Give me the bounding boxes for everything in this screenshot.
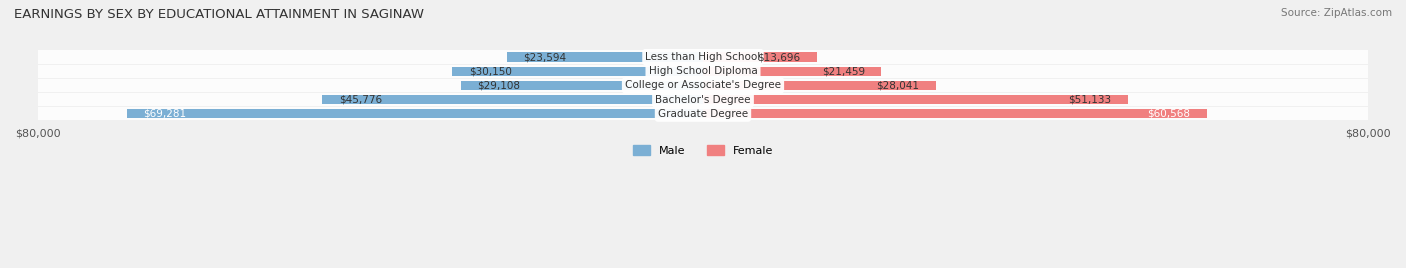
Bar (38, 50, 1368, 64)
Legend: Male, Female: Male, Female (628, 140, 778, 160)
Bar (38, 107, 1368, 120)
Bar (38, 79, 1368, 92)
Text: $13,696: $13,696 (756, 52, 800, 62)
Bar (506, 53, 703, 62)
Bar (453, 67, 703, 76)
Bar (38, 65, 1368, 78)
Text: EARNINGS BY SEX BY EDUCATIONAL ATTAINMENT IN SAGINAW: EARNINGS BY SEX BY EDUCATIONAL ATTAINMEN… (14, 8, 425, 21)
Text: $30,150: $30,150 (470, 66, 512, 76)
Text: $29,108: $29,108 (478, 80, 520, 90)
Text: $51,133: $51,133 (1069, 95, 1112, 105)
Bar (703, 109, 1206, 118)
Text: $69,281: $69,281 (143, 109, 187, 119)
Bar (322, 95, 703, 104)
Text: College or Associate's Degree: College or Associate's Degree (626, 80, 780, 90)
Text: $23,594: $23,594 (523, 52, 567, 62)
Text: High School Diploma: High School Diploma (648, 66, 758, 76)
Bar (703, 95, 1128, 104)
Text: $28,041: $28,041 (876, 80, 920, 90)
Bar (127, 109, 703, 118)
Text: Bachelor's Degree: Bachelor's Degree (655, 95, 751, 105)
Bar (703, 81, 936, 90)
Text: Source: ZipAtlas.com: Source: ZipAtlas.com (1281, 8, 1392, 18)
Bar (703, 67, 882, 76)
Text: Graduate Degree: Graduate Degree (658, 109, 748, 119)
Text: $60,568: $60,568 (1147, 109, 1189, 119)
Text: Less than High School: Less than High School (645, 52, 761, 62)
Text: $21,459: $21,459 (821, 66, 865, 76)
Bar (461, 81, 703, 90)
Bar (703, 53, 817, 62)
Bar (38, 93, 1368, 106)
Text: $45,776: $45,776 (339, 95, 382, 105)
